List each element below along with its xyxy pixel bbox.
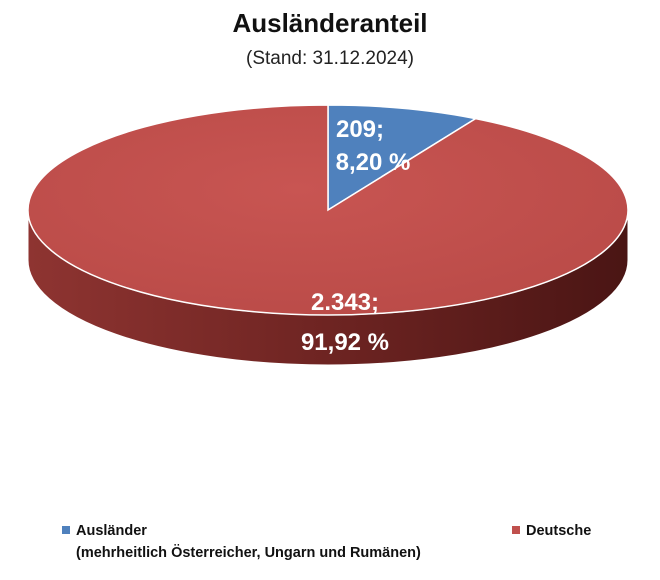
slice-label-deutsche-value: 2.343; — [311, 289, 379, 316]
legend-label-auslaender: Ausländer — [76, 523, 147, 539]
legend-note-auslaender: (mehrheitlich Österreicher, Ungarn und R… — [76, 545, 421, 561]
legend-label-deutsche: Deutsche — [526, 523, 592, 539]
chart-subtitle: (Stand: 31.12.2024) — [246, 48, 414, 69]
pie-slice-deutsche — [27, 104, 629, 316]
slice-label-auslaender-percent: 8,20 % — [336, 149, 411, 176]
chart-title: Ausländeranteil — [232, 8, 428, 38]
pie-slice-ausl-nder — [327, 104, 478, 212]
slice-label-deutsche-percent: 91,92 % — [301, 329, 389, 356]
legend-item-auslaender: Ausländer (mehrheitlich Österreicher, Un… — [62, 520, 421, 564]
legend-swatch-auslaender — [62, 526, 70, 534]
slice-label-auslaender-value: 209; — [336, 116, 384, 143]
legend-swatch-deutsche — [512, 526, 520, 534]
legend-item-deutsche: Deutsche — [512, 520, 591, 542]
